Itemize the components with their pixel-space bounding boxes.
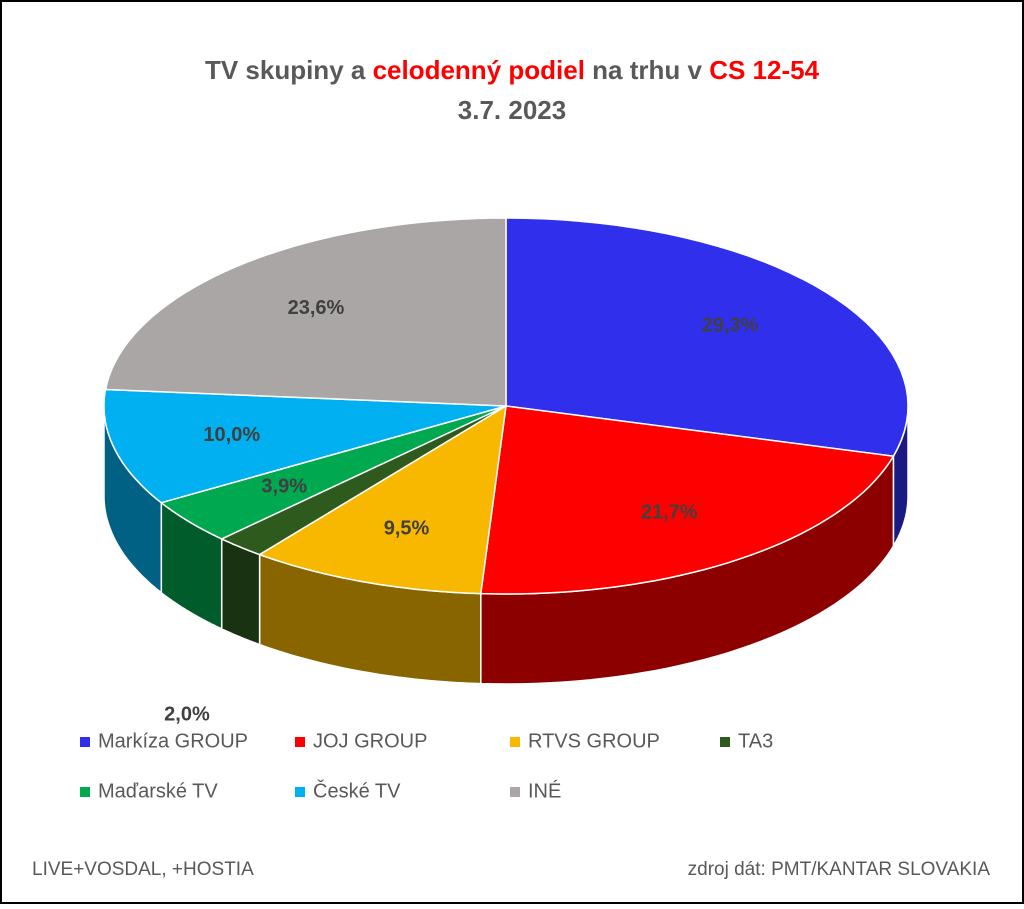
data-label: 23,6% (288, 297, 345, 319)
title-part: na trhu v (585, 55, 709, 85)
data-label: 10,0% (203, 424, 260, 446)
slice (159, 405, 507, 540)
slice (104, 217, 507, 407)
legend-label: RTVS GROUP (528, 730, 660, 752)
data-label: 29,3% (702, 315, 759, 337)
legend-marker (510, 737, 520, 747)
data-label: 3,9% (261, 475, 307, 497)
legend-marker (80, 737, 90, 747)
legend-marker (80, 787, 90, 797)
slice (103, 388, 507, 504)
legend-label: JOJ GROUP (313, 730, 427, 752)
legend-marker (295, 787, 305, 797)
title-part: celodenný podiel (373, 55, 585, 85)
legend-label: TA3 (738, 730, 773, 752)
slice (505, 217, 909, 458)
legend-marker (510, 787, 520, 797)
footnote: LIVE+VOSDAL, +HOSTIA (32, 859, 254, 880)
data-label: 2,0% (164, 704, 210, 726)
slice-side (220, 537, 261, 646)
title-part: TV skupiny a (205, 55, 373, 85)
legend-marker (720, 737, 730, 747)
legend-label: České TV (313, 779, 401, 802)
title-part: CS 12-54 (709, 55, 819, 85)
legend-label: Markíza GROUP (98, 730, 248, 752)
legend-label: INÉ (528, 779, 561, 802)
chart-subtitle: 3.7. 2023 (458, 95, 566, 125)
chart-title: TV skupiny a celodenný podiel na trhu v … (205, 55, 820, 85)
legend-label: Maďarské TV (98, 780, 218, 802)
slice (220, 405, 507, 556)
data-label: 21,7% (641, 501, 698, 523)
data-label: 9,5% (384, 517, 430, 539)
legend-marker (295, 737, 305, 747)
slice (479, 405, 895, 595)
footnote: zdroj dát: PMT/KANTAR SLOVAKIA (688, 859, 991, 880)
slice (257, 404, 507, 595)
